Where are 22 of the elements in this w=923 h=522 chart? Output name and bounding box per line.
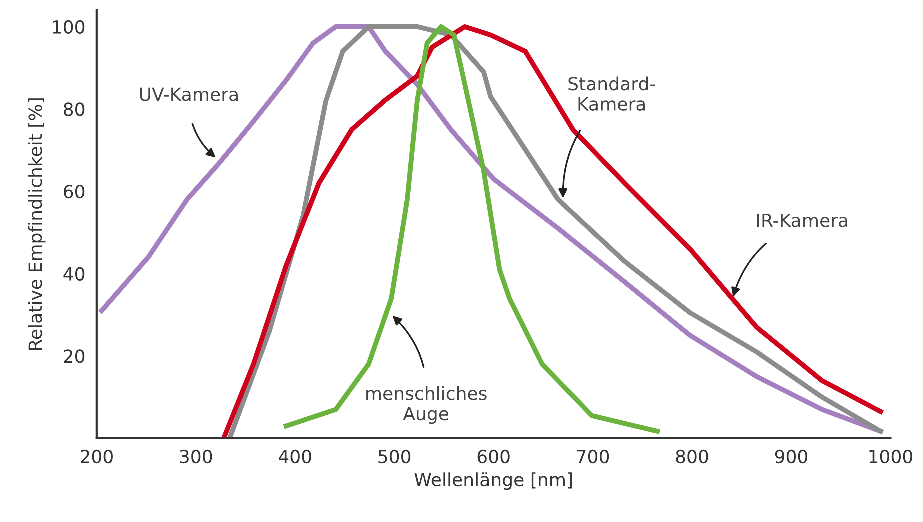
x-tick-label: 400: [279, 450, 312, 464]
annotation: IR-Kamera: [757, 214, 848, 228]
annotation: Standard- Kamera: [568, 76, 656, 111]
y-tick-label: 60: [64, 184, 85, 199]
x-tick-label: 1000: [870, 450, 912, 464]
y-tick-label: 20: [64, 350, 85, 364]
x-tick-label: 600: [478, 450, 510, 464]
x-axis-title: Wellenlänge [nm]: [414, 472, 572, 490]
x-tick-label: 500: [378, 450, 411, 464]
annotation: menschliches Auge: [366, 386, 487, 424]
x-tick-label: 300: [180, 450, 212, 464]
line-series: [99, 24, 884, 434]
x-tick-label: 900: [775, 450, 808, 464]
x-tick-label: 200: [81, 450, 113, 464]
y-tick-label: 40: [64, 267, 85, 281]
line-series: [284, 24, 660, 434]
x-tick-label: 800: [676, 450, 708, 464]
y-tick-label: 80: [64, 102, 85, 116]
x-tick-label: 700: [577, 450, 610, 464]
y-tick-label: 100: [53, 20, 85, 34]
annotation: UV-Kamera: [140, 88, 238, 102]
y-axis-title: Relative Empfindlichkeit [%]: [28, 98, 46, 350]
